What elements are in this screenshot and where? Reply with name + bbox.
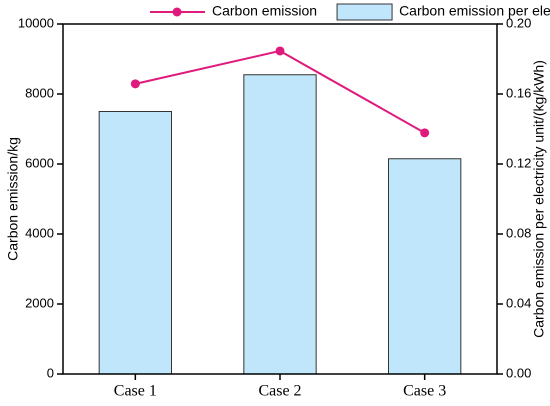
y-tick-label: 4000	[25, 225, 54, 240]
y-tick-label: 2000	[25, 295, 54, 310]
y2-tick-label: 0.04	[506, 295, 531, 310]
y2-tick-label: 0.00	[506, 365, 531, 380]
legend-swatch	[336, 3, 393, 21]
y2-tick-label: 0.08	[506, 225, 531, 240]
marker	[275, 46, 285, 56]
y2-axis-title: Carbon emission per electricity unit/(kg…	[531, 60, 547, 338]
marker	[130, 79, 140, 89]
legend-label: Carbon emission	[212, 3, 317, 19]
x-tick-label: Case 3	[403, 383, 446, 400]
bar	[98, 111, 172, 375]
bar	[243, 74, 317, 375]
y2-tick-label: 0.12	[506, 155, 531, 170]
legend-marker	[172, 7, 182, 17]
marker	[420, 128, 430, 138]
y2-tick-label: 0.16	[506, 85, 531, 100]
y-axis-title: Carbon emission/kg	[5, 137, 21, 261]
legend-label: Carbon emission per electricity unit	[399, 3, 550, 19]
x-tick-label: Case 1	[114, 383, 157, 400]
x-tick-label: Case 2	[258, 383, 301, 400]
y-tick-label: 10000	[18, 15, 54, 30]
y-tick-label: 6000	[25, 155, 54, 170]
y2-tick-label: 0.20	[506, 15, 531, 30]
y-tick-label: 0	[47, 365, 54, 380]
y-tick-label: 8000	[25, 85, 54, 100]
bar	[388, 158, 462, 375]
